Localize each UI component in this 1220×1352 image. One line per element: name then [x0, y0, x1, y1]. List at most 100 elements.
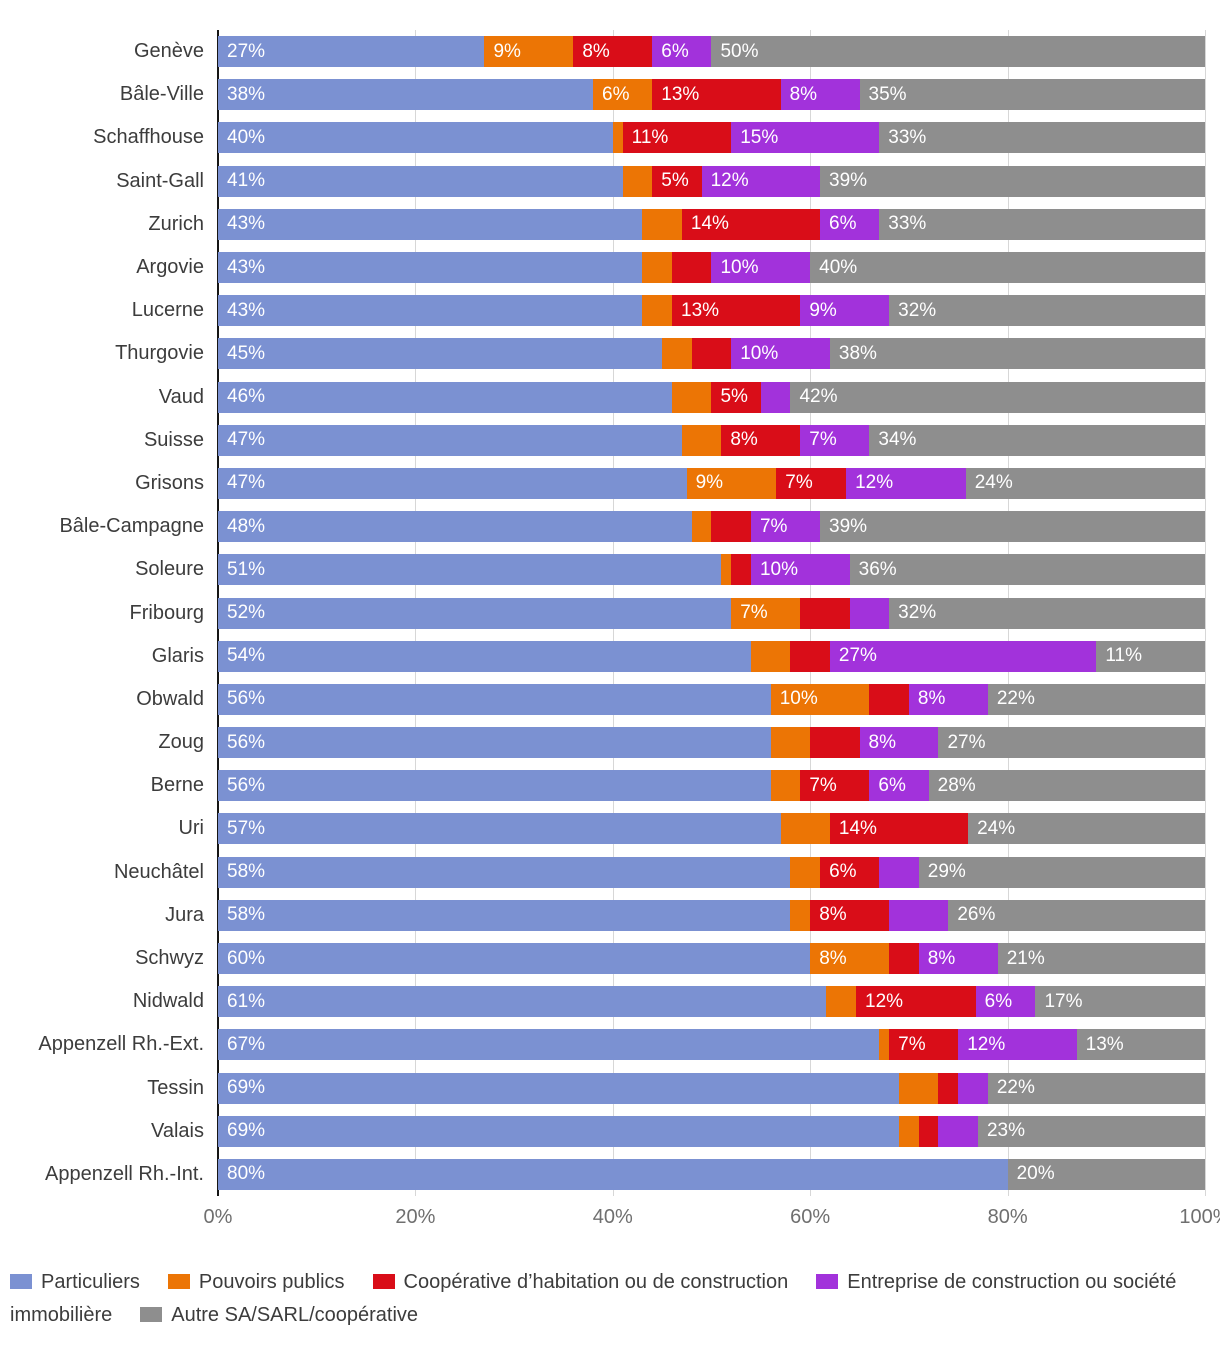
segment-value-label: 21%: [1006, 947, 1045, 969]
bar-segment-entreprise-construction: 8%: [859, 727, 939, 759]
legend-label: Pouvoirs publics: [198, 1271, 345, 1293]
bar-segment-cooperative-habitation: 6%: [820, 856, 880, 888]
segment-value-label: 50%: [720, 40, 759, 62]
segment-value-label: 22%: [996, 688, 1035, 710]
bar-segment-entreprise-construction: 9%: [800, 295, 890, 327]
bar-segment-pouvoirs-publics: [750, 640, 791, 672]
category-label: Bâle-Ville: [119, 83, 204, 106]
bar-row: Bâle-Ville 38% 6% 13% 8% 35%: [0, 73, 1205, 116]
bar-segment-cooperative-habitation: 11%: [622, 122, 732, 154]
bar-segment-pouvoirs-publics: [672, 381, 712, 413]
segment-value-label: 13%: [661, 83, 700, 105]
bar-segment-autre-sa-sarl: 26%: [948, 899, 1205, 931]
bar-row: Nidwald 61% 12% 6% 17%: [0, 980, 1205, 1023]
segment-value-label: 29%: [927, 861, 966, 883]
segment-value-label: 48%: [227, 515, 266, 537]
category-label: Berne: [150, 774, 204, 797]
legend-item-cooperative-habitation: Coopérative d’habitation ou de construct…: [372, 1271, 788, 1293]
bar-segment-particuliers: 46%: [218, 381, 673, 413]
bar-track: 60% 8% 8% 21%: [218, 943, 1205, 975]
bar-segment-autre-sa-sarl: 13%: [1076, 1029, 1205, 1061]
bar-segment-entreprise-construction: 12%: [846, 467, 966, 499]
segment-value-label: 32%: [898, 602, 937, 624]
bar-segment-cooperative-habitation: 14%: [829, 813, 969, 845]
bar-segment-pouvoirs-publics: [790, 856, 821, 888]
bar-segment-cooperative-habitation: [691, 338, 732, 370]
bar-segment-entreprise-construction: [889, 899, 949, 931]
segment-value-label: 57%: [227, 817, 266, 839]
bar-row: Glaris 54% 27% 11%: [0, 635, 1205, 678]
segment-value-label: 38%: [227, 83, 266, 105]
segment-value-label: 52%: [227, 602, 266, 624]
segment-value-label: 54%: [227, 645, 266, 667]
segment-value-label: 40%: [227, 126, 266, 148]
bar-track: 27% 9% 8% 6% 50%: [218, 36, 1205, 68]
bar-segment-cooperative-habitation: 7%: [800, 770, 870, 802]
bar-segment-entreprise-construction: 12%: [958, 1029, 1077, 1061]
bar-segment-autre-sa-sarl: 42%: [790, 381, 1205, 413]
segment-value-label: 42%: [799, 386, 838, 408]
bar-row: Schaffhouse 40% 11% 15% 33%: [0, 116, 1205, 159]
bar-row: Genève 27% 9% 8% 6% 50%: [0, 30, 1205, 73]
bar-segment-cooperative-habitation: [790, 640, 830, 672]
bar-row: Thurgovie 45% 10% 38%: [0, 332, 1205, 375]
bar-segment-autre-sa-sarl: 29%: [918, 856, 1205, 888]
category-label: Zoug: [158, 731, 204, 754]
bar-segment-autre-sa-sarl: 22%: [987, 1072, 1205, 1104]
bar-segment-particuliers: 60%: [218, 943, 811, 975]
bar-segment-entreprise-construction: 8%: [780, 79, 860, 111]
bar-segment-autre-sa-sarl: 11%: [1096, 640, 1205, 672]
bar-segment-pouvoirs-publics: [691, 511, 712, 543]
bar-segment-entreprise-construction: 15%: [731, 122, 880, 154]
segment-value-label: 12%: [967, 1033, 1006, 1055]
segment-value-label: 6%: [602, 83, 630, 105]
segment-value-label: 8%: [730, 429, 758, 451]
segment-value-label: 5%: [720, 386, 748, 408]
bar-row: Lucerne 43% 13% 9% 32%: [0, 289, 1205, 332]
bar-track: 43% 14% 6% 33%: [218, 208, 1205, 240]
segment-value-label: 11%: [1105, 645, 1143, 667]
bar-segment-autre-sa-sarl: 27%: [938, 727, 1205, 759]
segment-value-label: 26%: [957, 904, 996, 926]
bar-segment-autre-sa-sarl: 23%: [977, 1115, 1205, 1147]
bar-segment-cooperative-habitation: [672, 252, 712, 284]
segment-value-label: 61%: [227, 990, 266, 1012]
bar-segment-cooperative-habitation: [800, 597, 850, 629]
bar-segment-autre-sa-sarl: 22%: [987, 683, 1205, 715]
bar-track: 38% 6% 13% 8% 35%: [218, 79, 1205, 111]
segment-value-label: 13%: [1085, 1033, 1124, 1055]
bar-track: 69% 22%: [218, 1072, 1205, 1104]
segment-value-label: 7%: [809, 774, 837, 796]
bar-segment-entreprise-construction: 27%: [829, 640, 1097, 672]
bar-track: 56% 10% 8% 22%: [218, 683, 1205, 715]
legend-swatch-cooperative-habitation-icon: [372, 1274, 395, 1289]
bar-segment-cooperative-habitation: [918, 1115, 939, 1147]
bar-track: 43% 10% 40%: [218, 252, 1205, 284]
bar-segment-particuliers: 56%: [218, 770, 771, 802]
bar-segment-cooperative-habitation: [731, 554, 751, 586]
bar-segment-pouvoirs-publics: [899, 1115, 919, 1147]
bar-segment-entreprise-construction: [938, 1115, 978, 1147]
bar-row: Zoug 56% 8% 27%: [0, 721, 1205, 764]
bar-row: Soleure 51% 10% 36%: [0, 548, 1205, 591]
bar-track: 57% 14% 24%: [218, 813, 1205, 845]
legend-item-pouvoirs-publics: Pouvoirs publics: [167, 1271, 345, 1293]
bar-track: 48% 7% 39%: [218, 511, 1205, 543]
segment-value-label: 39%: [829, 515, 868, 537]
bar-segment-cooperative-habitation: [869, 683, 909, 715]
segment-value-label: 40%: [819, 256, 858, 278]
bar-row: Saint-Gall 41% 5% 12% 39%: [0, 160, 1205, 203]
segment-value-label: 8%: [789, 83, 818, 105]
bar-segment-pouvoirs-publics: [790, 899, 811, 931]
bar-segment-pouvoirs-publics: [662, 338, 692, 370]
bar-segment-particuliers: 69%: [218, 1072, 900, 1104]
bar-segment-cooperative-habitation: 14%: [681, 208, 821, 240]
bar-segment-cooperative-habitation: [810, 727, 860, 759]
bar-track: 45% 10% 38%: [218, 338, 1205, 370]
bar-track: 56% 8% 27%: [218, 727, 1205, 759]
segment-value-label: 67%: [227, 1033, 266, 1055]
segment-value-label: 8%: [917, 688, 946, 710]
category-label: Genève: [133, 40, 204, 63]
segment-value-label: 7%: [740, 602, 768, 624]
segment-value-label: 8%: [819, 904, 847, 926]
